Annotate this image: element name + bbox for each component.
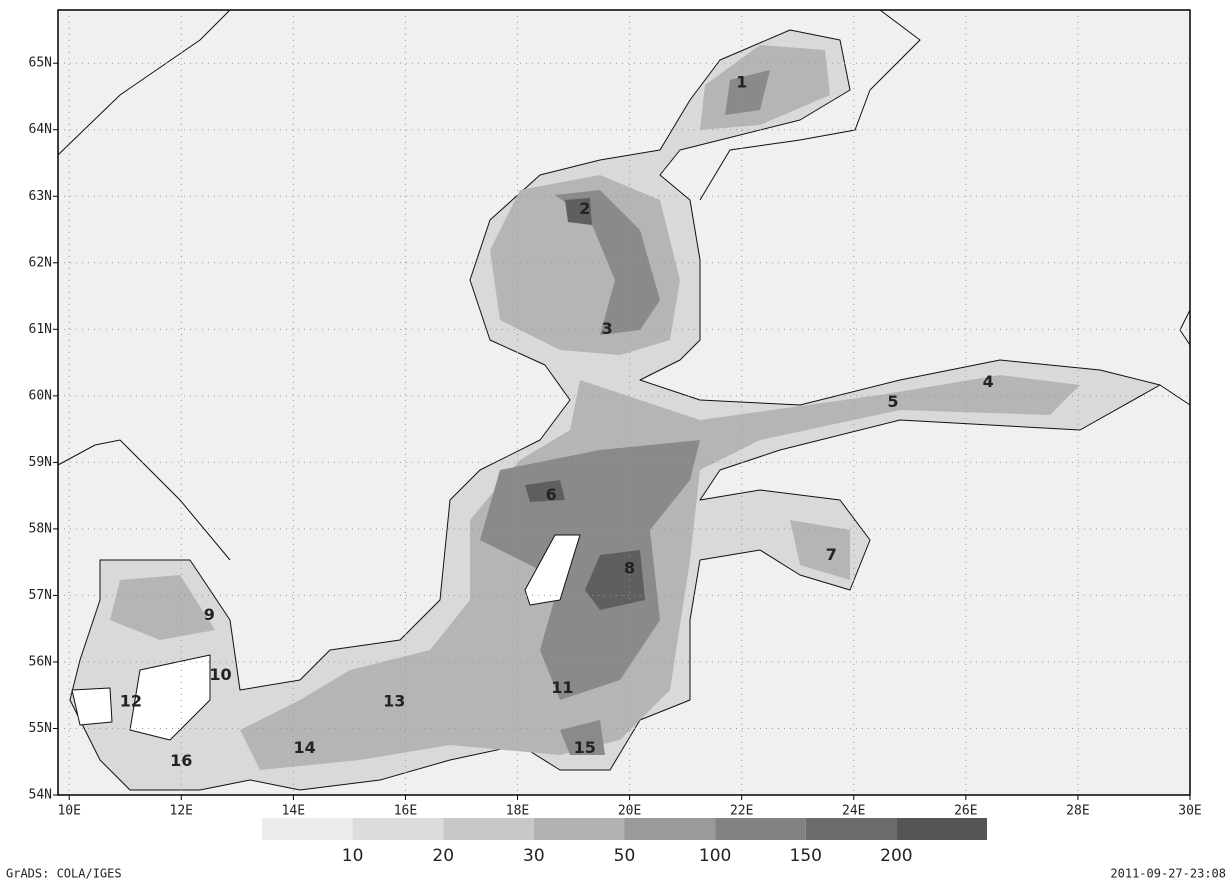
colorbar-box [262,818,353,840]
lat-tick-label: 54N [29,788,52,803]
lon-tick-label: 28E [1066,804,1089,819]
region-label: 11 [551,678,573,697]
lon-tick-label: 18E [506,804,529,819]
region-label: 5 [887,392,898,411]
footer-left: GrADS: COLA/IGES [6,867,122,881]
colorbar-box [353,818,444,840]
region-label: 16 [170,751,192,770]
lat-tick-label: 57N [29,588,52,603]
map-figure: 12345678910111213141516 1020305010015020… [0,0,1232,884]
region-label: 13 [383,691,405,710]
colorbar-box [625,818,716,840]
lon-tick-label: 20E [618,804,641,819]
lat-tick-label: 61N [29,322,52,337]
lon-tick-label: 24E [842,804,865,819]
region-label: 14 [293,738,315,757]
lon-tick-label: 10E [57,804,80,819]
region-label: 1 [736,73,747,92]
lon-tick-label: 16E [394,804,417,819]
lat-tick-label: 56N [29,654,52,669]
colorbar-label: 20 [432,846,454,866]
lon-tick-label: 26E [954,804,977,819]
lat-tick-label: 65N [29,56,52,71]
lon-tick-label: 30E [1178,804,1201,819]
region-label: 2 [579,199,590,218]
colorbar-label: 10 [342,846,364,866]
colorbar-box [896,818,987,840]
colorbar-label: 200 [880,846,912,866]
colorbar-label: 30 [523,846,545,866]
lat-tick-label: 59N [29,455,52,470]
colorbar-box [715,818,806,840]
colorbar: 10 20 30 50 100 150 200 [262,818,987,866]
lat-tick-label: 58N [29,521,52,536]
lon-tick-label: 12E [170,804,193,819]
colorbar-label: 50 [614,846,636,866]
lat-tick-label: 62N [29,255,52,270]
region-label: 8 [624,558,635,577]
lon-tick-label: 22E [730,804,753,819]
region-label: 9 [204,605,215,624]
footer-right: 2011-09-27-23:08 [1110,867,1226,881]
colorbar-box [443,818,534,840]
lon-tick-label: 14E [282,804,305,819]
lat-tick-label: 60N [29,388,52,403]
region-label: 12 [120,691,142,710]
lat-tick-label: 64N [29,122,52,137]
region-label: 4 [983,372,994,391]
region-label: 6 [546,485,557,504]
region-label: 15 [574,738,596,757]
lat-tick-label: 55N [29,721,52,736]
region-label: 3 [602,319,613,338]
colorbar-label: 100 [699,846,731,866]
colorbar-box [806,818,897,840]
colorbar-box [534,818,625,840]
region-label: 10 [209,665,231,684]
region-label: 7 [826,545,837,564]
lat-tick-label: 63N [29,189,52,204]
colorbar-label: 150 [790,846,822,866]
